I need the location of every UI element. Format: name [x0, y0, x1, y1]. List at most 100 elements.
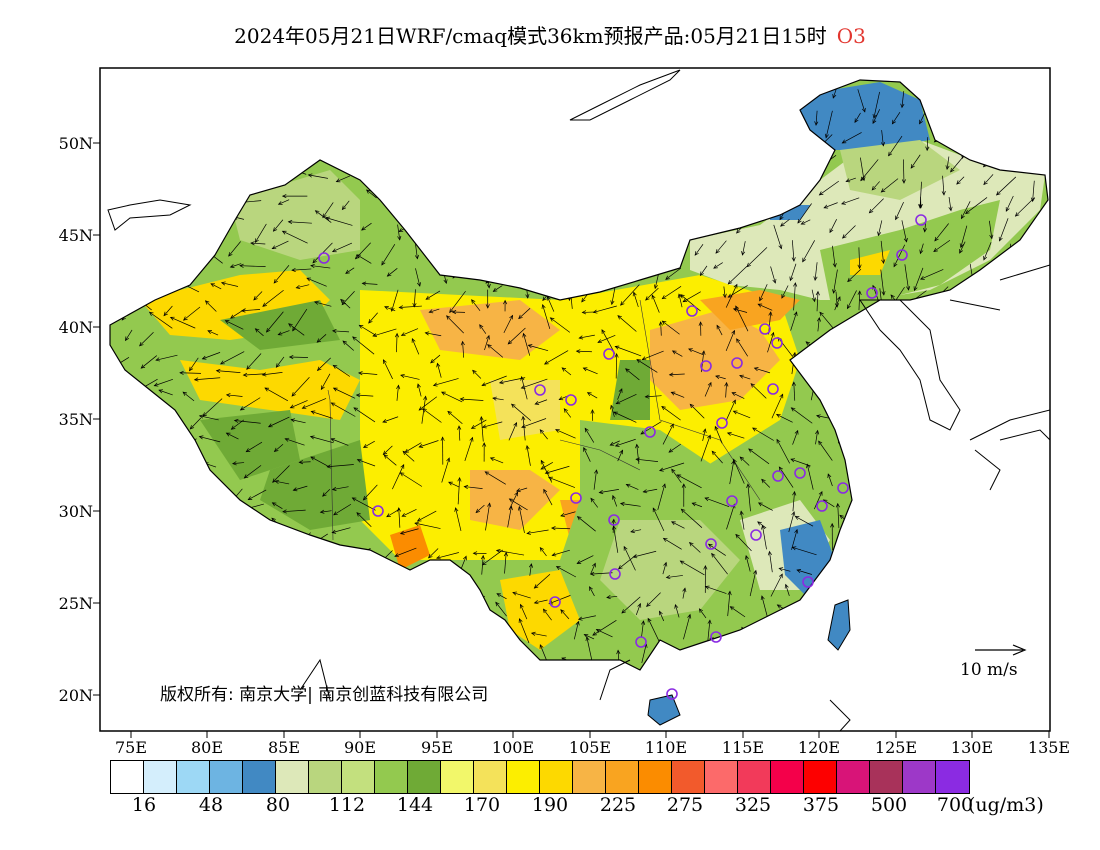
colorbar-swatch	[639, 761, 672, 793]
hainan-shape	[647, 694, 681, 726]
station-marker	[837, 482, 849, 494]
colorbar-swatch	[177, 761, 210, 793]
station-marker	[372, 505, 384, 517]
colorbar	[110, 760, 970, 794]
lon-label-85: 85E	[267, 738, 301, 757]
lat-label-45: 45N	[58, 226, 93, 245]
lon-label-95: 95E	[420, 738, 454, 757]
lat-label-20: 20N	[58, 686, 93, 705]
map-title: 2024年05月21日WRF/cmaq模式36km预报产品:05月21日15时 O…	[0, 20, 1100, 49]
station-marker	[896, 249, 908, 261]
colorbar-swatch	[837, 761, 870, 793]
station-marker	[700, 360, 712, 372]
lon-label-105: 105E	[568, 738, 612, 757]
colorbar-swatch	[507, 761, 540, 793]
colorbar-label-48: 48	[198, 794, 224, 816]
station-marker	[710, 631, 722, 643]
colorbar-label-325: 325	[734, 794, 772, 816]
station-marker	[726, 495, 738, 507]
station-marker	[802, 576, 814, 588]
colorbar-swatch	[144, 761, 177, 793]
colorbar-swatch	[870, 761, 903, 793]
lon-label-90: 90E	[343, 738, 377, 757]
colorbar-swatch	[672, 761, 705, 793]
station-marker	[534, 384, 546, 396]
lat-label-50: 50N	[58, 134, 93, 153]
copyright-credit: 版权所有: 南京大学| 南京创蓝科技有限公司	[160, 685, 489, 705]
monitoring-stations	[318, 214, 927, 700]
station-marker	[772, 470, 784, 482]
colorbar-swatch	[705, 761, 738, 793]
lat-label-40: 40N	[58, 318, 93, 337]
station-marker	[771, 337, 783, 349]
colorbar-swatch	[408, 761, 441, 793]
station-marker	[644, 426, 656, 438]
colorbar-swatch	[441, 761, 474, 793]
map-title-variable: O3	[836, 24, 866, 48]
station-marker	[705, 538, 717, 550]
colorbar-swatch	[342, 761, 375, 793]
colorbar-swatch	[573, 761, 606, 793]
colorbar-label-170: 170	[463, 794, 501, 816]
station-marker	[816, 500, 828, 512]
station-marker	[609, 568, 621, 580]
colorbar-label-500: 500	[870, 794, 908, 816]
colorbar-unit: (ug/m3)	[968, 794, 1044, 816]
lon-label-115: 115E	[721, 738, 765, 757]
lon-label-100: 100E	[491, 738, 535, 757]
station-marker	[686, 305, 698, 317]
china-border	[109, 79, 1049, 671]
station-marker	[731, 357, 743, 369]
colorbar-swatch	[903, 761, 936, 793]
colorbar-swatch	[243, 761, 276, 793]
lon-label-80: 80E	[190, 738, 224, 757]
station-marker	[750, 529, 762, 541]
station-marker	[635, 636, 647, 648]
station-marker	[866, 287, 878, 299]
colorbar-label-275: 275	[666, 794, 704, 816]
station-marker	[608, 514, 620, 526]
colorbar-swatch	[375, 761, 408, 793]
lon-label-135: 135E	[1027, 738, 1071, 757]
map-title-main: 2024年05月21日WRF/cmaq模式36km预报产品:05月21日15时	[234, 24, 827, 48]
lon-label-75: 75E	[114, 738, 148, 757]
colorbar-label-80: 80	[265, 794, 291, 816]
lat-label-25: 25N	[58, 594, 93, 613]
wind-reference-label: 10 m/s	[960, 660, 1018, 680]
station-marker	[915, 214, 927, 226]
colorbar-label-225: 225	[599, 794, 637, 816]
taiwan-shape	[827, 599, 851, 651]
station-marker	[603, 348, 615, 360]
colorbar-label-112: 112	[328, 794, 366, 816]
axis-ticks	[93, 142, 1050, 738]
lat-label-35: 35N	[58, 410, 93, 429]
colorbar-label-375: 375	[802, 794, 840, 816]
station-marker	[666, 688, 678, 700]
station-marker	[794, 467, 806, 479]
colorbar-swatch	[309, 761, 342, 793]
colorbar-swatch	[738, 761, 771, 793]
station-marker	[759, 323, 771, 335]
lon-label-125: 125E	[874, 738, 918, 757]
colorbar-swatch	[111, 761, 144, 793]
colorbar-swatch	[474, 761, 507, 793]
colorbar-swatch	[936, 761, 969, 793]
station-marker	[565, 394, 577, 406]
colorbar-label-700: 700	[936, 794, 974, 816]
colorbar-swatch	[771, 761, 804, 793]
colorbar-swatch	[210, 761, 243, 793]
station-marker	[318, 252, 330, 264]
station-marker	[716, 417, 728, 429]
lon-label-120: 120E	[797, 738, 841, 757]
colorbar-swatch	[606, 761, 639, 793]
colorbar-label-16: 16	[131, 794, 157, 816]
colorbar-label-190: 190	[531, 794, 569, 816]
station-marker	[570, 492, 582, 504]
lon-label-130: 130E	[950, 738, 994, 757]
lat-label-30: 30N	[58, 502, 93, 521]
lon-label-110: 110E	[644, 738, 688, 757]
colorbar-swatch	[276, 761, 309, 793]
colorbar-swatch	[540, 761, 573, 793]
station-marker	[549, 596, 561, 608]
